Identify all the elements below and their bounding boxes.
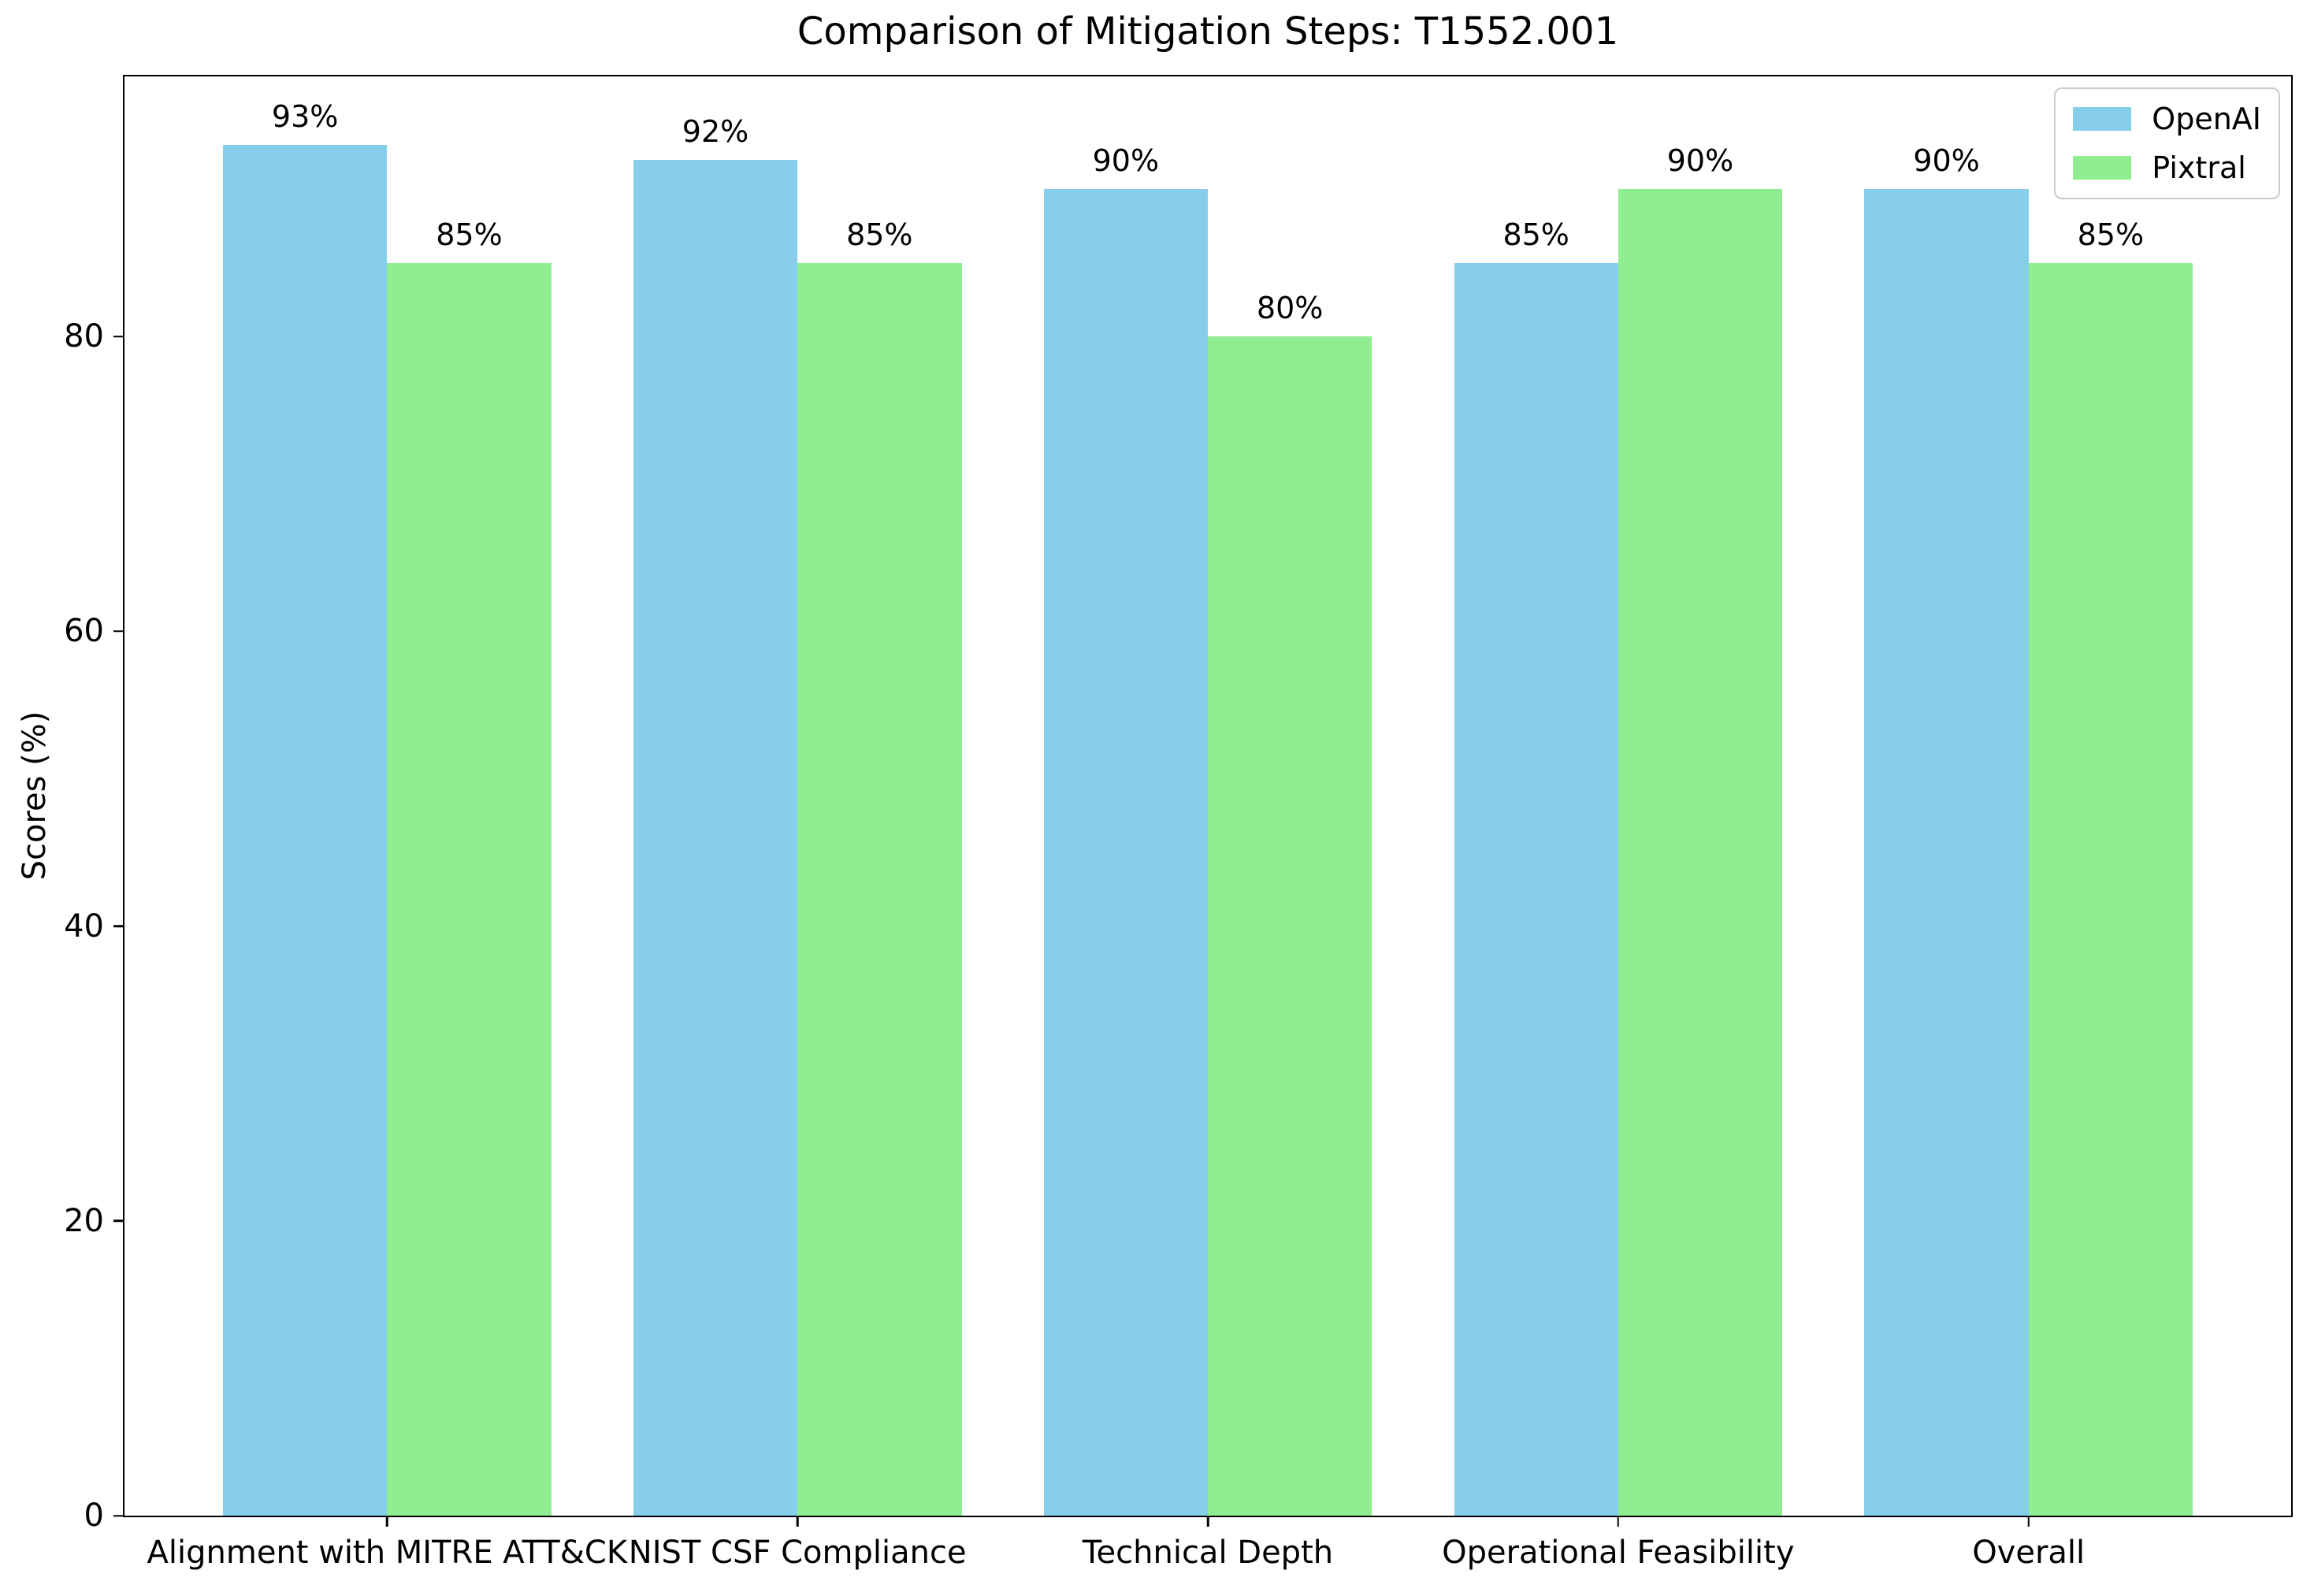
legend-item-pixtral: Pixtral [2073,150,2261,185]
chart-title: Comparison of Mitigation Steps: T1552.00… [797,9,1619,54]
bar-openai-operational-feasibility [1454,262,1618,1516]
y-tick-mark [113,1514,124,1517]
legend-label-pixtral: Pixtral [2152,150,2246,185]
y-tick-mark [113,1219,124,1223]
bar-pixtral-alignment-with-mitre-att-ck [387,262,552,1516]
x-tick-mark [2027,1516,2030,1527]
y-tick-mark [113,925,124,927]
bar-value-label-pixtral-operational-feasibility: 90% [1666,143,1734,179]
bar-openai-overall [1864,189,2029,1516]
x-tick-mark [1206,1516,1209,1527]
bar-value-label-pixtral-nist-csf-compliance: 85% [846,217,913,252]
y-tick-mark [113,335,124,338]
legend: OpenAI Pixtral [2054,87,2280,199]
x-tick-mark [796,1516,799,1527]
bar-value-label-pixtral-technical-depth: 80% [1256,291,1324,326]
bar-value-label-openai-overall: 90% [1913,143,1980,179]
bar-openai-technical-depth [1043,189,1208,1516]
bar-pixtral-operational-feasibility [1618,189,1783,1516]
y-axis-label: Scores (%) [17,711,53,881]
bar-value-label-pixtral-overall: 85% [2077,217,2145,252]
legend-label-openai: OpenAI [2152,102,2261,136]
legend-swatch-pixtral [2073,156,2132,180]
bar-value-label-openai-operational-feasibility: 85% [1502,217,1569,252]
bar-pixtral-overall [2028,262,2193,1516]
x-tick-label-technical-depth: Technical Depth [1082,1535,1334,1571]
legend-item-openai: OpenAI [2073,102,2261,136]
bar-pixtral-nist-csf-compliance [797,262,962,1516]
x-tick-label-alignment-with-mitre-att-ck: Alignment with MITRE ATT&CK [147,1535,628,1571]
bar-value-label-openai-nist-csf-compliance: 92% [682,113,749,149]
plot-area: OpenAI Pixtral 0 20 40 60 80 Alignment with MI… [64,75,2293,1571]
y-tick-mark [113,630,124,633]
bar-value-label-openai-alignment-with-mitre-att-ck: 93% [271,99,339,135]
x-tick-label-overall: Overall [1972,1535,2086,1571]
bar-openai-alignment-with-mitre-att-ck [222,145,388,1516]
x-tick-mark [1617,1516,1620,1527]
x-tick-label-operational-feasibility: Operational Feasibility [1442,1535,1795,1571]
x-tick-mark [386,1516,388,1527]
bar-value-label-pixtral-alignment-with-mitre-att-ck: 85% [436,217,503,252]
bar-pixtral-technical-depth [1208,336,1372,1516]
legend-swatch-openai [2073,107,2132,131]
x-tick-label-nist-csf-compliance: NIST CSF Compliance [628,1535,967,1571]
bar-value-label-openai-technical-depth: 90% [1092,143,1160,179]
bar-openai-nist-csf-compliance [633,159,798,1516]
